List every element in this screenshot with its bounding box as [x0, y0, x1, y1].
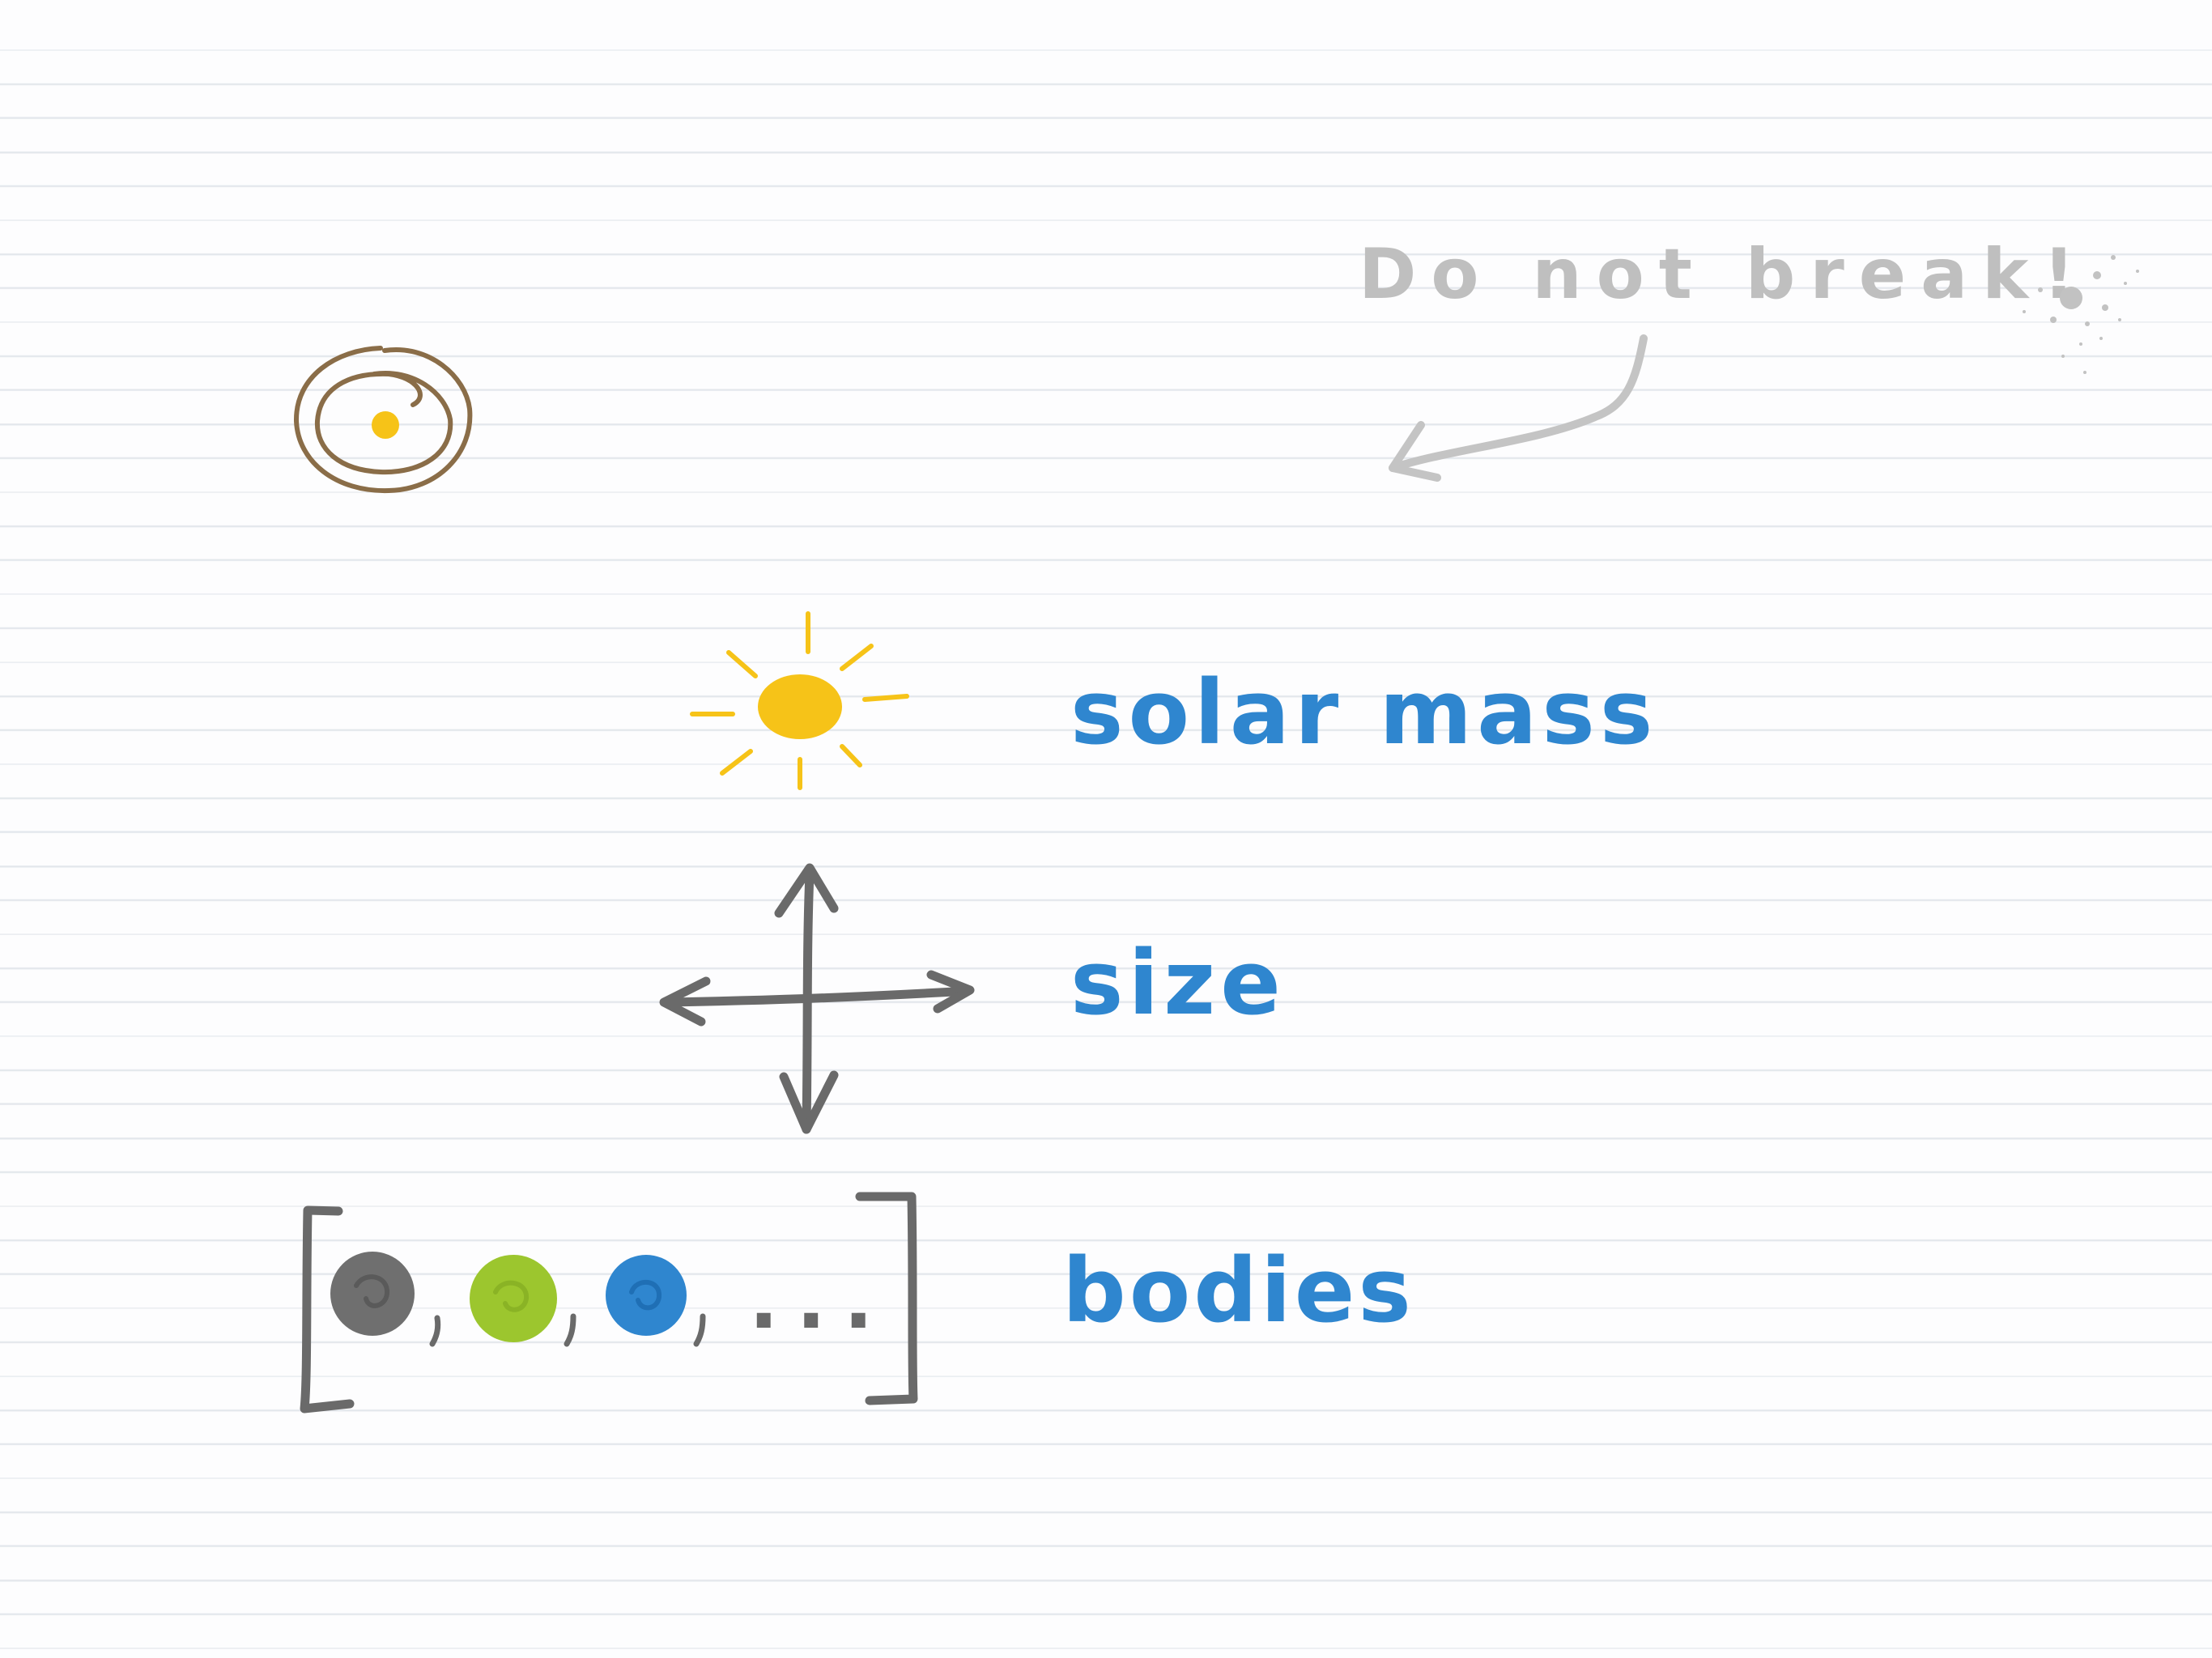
planet-system-icon: [293, 346, 473, 494]
left-bracket: [300, 1205, 355, 1414]
comma: [564, 1313, 576, 1347]
curved-arrow-icon: [1389, 334, 1648, 482]
warning-note: Do not break!: [1359, 234, 2090, 315]
comma: [429, 1315, 441, 1347]
right-bracket: [855, 1192, 918, 1405]
ink-splatter-icon: [2023, 255, 2139, 374]
solar-mass-label: solar mass: [1070, 661, 1657, 764]
bodies-label: bodies: [1062, 1239, 1414, 1342]
ellipsis: ...: [749, 1256, 891, 1346]
bodies-list: ...: [300, 1192, 918, 1414]
gray-body: [330, 1252, 415, 1336]
size-label: size: [1070, 931, 1286, 1035]
comma: [693, 1313, 706, 1347]
sun-icon: [690, 611, 909, 790]
green-body: [470, 1255, 557, 1342]
blue-body: [606, 1255, 687, 1336]
size-arrows-icon: [659, 863, 975, 1134]
